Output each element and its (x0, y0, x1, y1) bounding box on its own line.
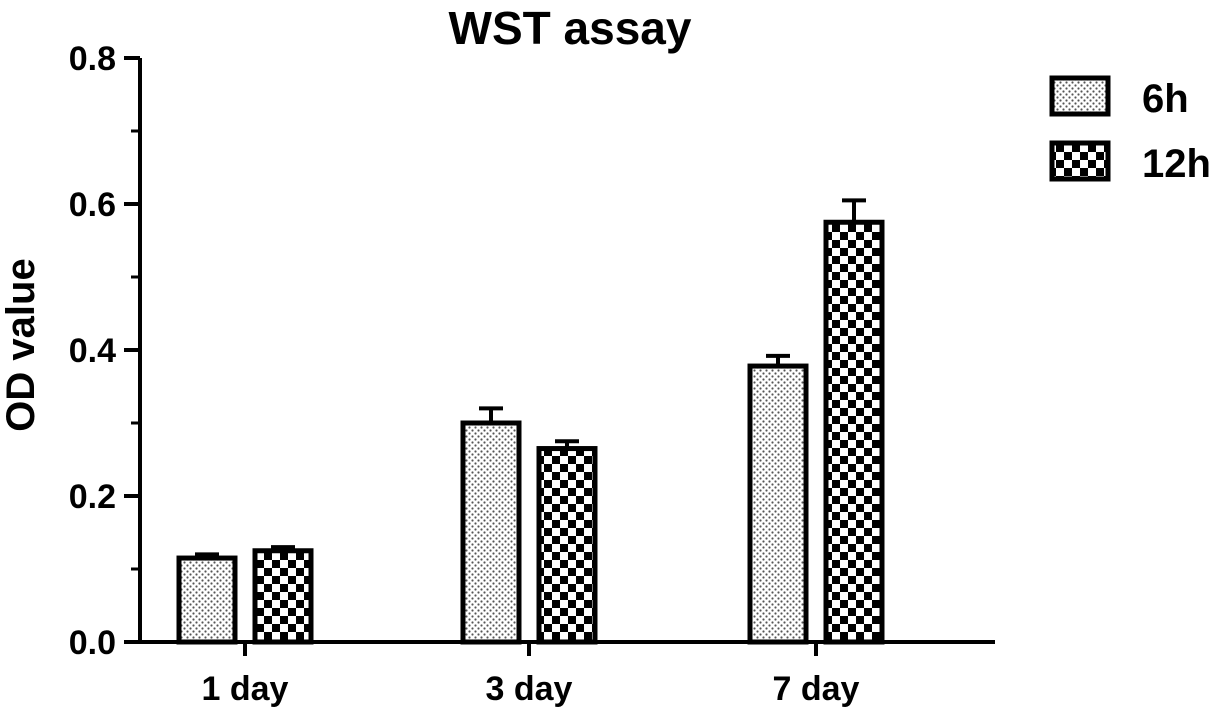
legend-swatch-6h (1049, 75, 1111, 117)
bar-12h-7-day (823, 219, 885, 645)
legend-swatch-12h (1049, 140, 1111, 182)
y-tick-label: 0.8 (69, 40, 116, 78)
legend-label-12h: 12h (1142, 142, 1211, 186)
chart-title: WST assay (449, 2, 692, 54)
bar-6h-7-day (747, 363, 809, 645)
legend-label-6h: 6h (1142, 77, 1189, 121)
x-tick-label: 3 day (486, 670, 573, 708)
x-tick-label: 7 day (773, 670, 860, 708)
y-tick-label: 0.0 (69, 624, 116, 662)
y-axis-label: OD value (0, 258, 43, 431)
bar-6h-3-day (460, 420, 522, 645)
x-tick-label: 1 day (202, 670, 289, 708)
axes: 0.0 0.2 0.4 0.6 0.8 1 day 3 day 7 day (69, 40, 995, 708)
bars (176, 198, 885, 645)
bar-12h-3-day (536, 446, 598, 645)
y-tick-label: 0.6 (69, 186, 116, 224)
bar-6h-1-day (176, 555, 238, 645)
y-tick-label: 0.2 (69, 478, 116, 516)
bar-12h-1-day (252, 548, 314, 645)
y-tick-label: 0.4 (69, 332, 116, 370)
